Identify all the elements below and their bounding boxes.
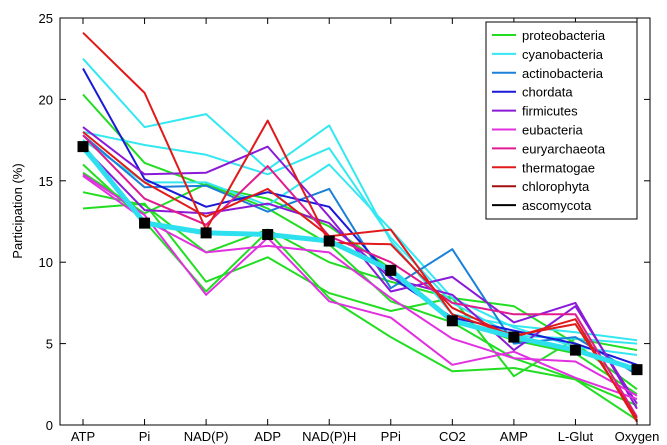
y-tick-label-4: 20: [39, 92, 53, 107]
mean-marker-5: [385, 264, 397, 276]
mean-marker-3: [262, 229, 274, 241]
legend-label-4: firmicutes: [522, 104, 578, 119]
y-tick-label-2: 10: [39, 255, 53, 270]
series-line-13: [82, 173, 638, 400]
y-axis-label: Participation (%): [10, 163, 25, 258]
axes-group: 0 5 10 15 20 25 ATP Pi NAD(P) ADP NAD(P)H PPi CO2 AMP…: [39, 11, 660, 444]
x-tick-label-3: ADP: [254, 429, 281, 444]
legend-label-9: ascomycota: [522, 198, 592, 213]
mean-marker-6: [446, 315, 458, 327]
legend-label-0: proteobacteria: [522, 28, 606, 43]
mean-series-group: [77, 141, 643, 376]
mean-marker-2: [200, 227, 212, 239]
series-line-10: [82, 68, 638, 366]
x-tick-label-6: CO2: [439, 429, 466, 444]
x-tick-label-4: NAD(P)H: [302, 429, 356, 444]
series-line-17: [82, 131, 638, 420]
x-tick-label-8: L-Glut: [558, 429, 594, 444]
series-line-9: [82, 134, 638, 376]
legend-label-2: actinobacteria: [522, 66, 604, 81]
x-tick-label-1: Pi: [139, 429, 151, 444]
series-line-15: [82, 134, 638, 418]
mean-marker-4: [323, 235, 335, 247]
y-tick-label-1: 5: [46, 337, 53, 352]
legend-label-7: thermatogae: [522, 160, 595, 175]
legend-label-3: chordata: [522, 85, 573, 100]
legend: proteobacteria cyanobacteria actinobacteri…: [485, 21, 638, 220]
mean-marker-1: [139, 217, 151, 229]
legend-label-8: chlorophyta: [522, 179, 590, 194]
legend-label-1: cyanobacteria: [522, 47, 604, 62]
x-tick-label-0: ATP: [71, 429, 95, 444]
mean-series-line: [81, 145, 638, 372]
mean-marker-9: [631, 364, 643, 376]
series-lines-group: [82, 31, 638, 423]
legend-label-5: eubacteria: [522, 123, 583, 138]
series-line-16: [82, 31, 638, 423]
y-tick-label-5: 25: [39, 11, 53, 26]
series-line-14: [82, 175, 638, 397]
x-tick-label-2: NAD(P): [184, 429, 229, 444]
x-tick-label-9: Oxygen: [615, 429, 660, 444]
legend-label-6: euryarchaeota: [522, 141, 606, 156]
plot-frame: [59, 17, 651, 426]
mean-marker-8: [569, 344, 581, 356]
mean-marker-7: [508, 331, 520, 343]
mean-marker-0: [77, 141, 89, 153]
x-tick-label-5: PPi: [381, 429, 401, 444]
y-tick-label-0: 0: [46, 418, 53, 433]
series-line-2: [82, 202, 638, 378]
x-tick-label-7: AMP: [500, 429, 528, 444]
y-tick-label-3: 15: [39, 174, 53, 189]
